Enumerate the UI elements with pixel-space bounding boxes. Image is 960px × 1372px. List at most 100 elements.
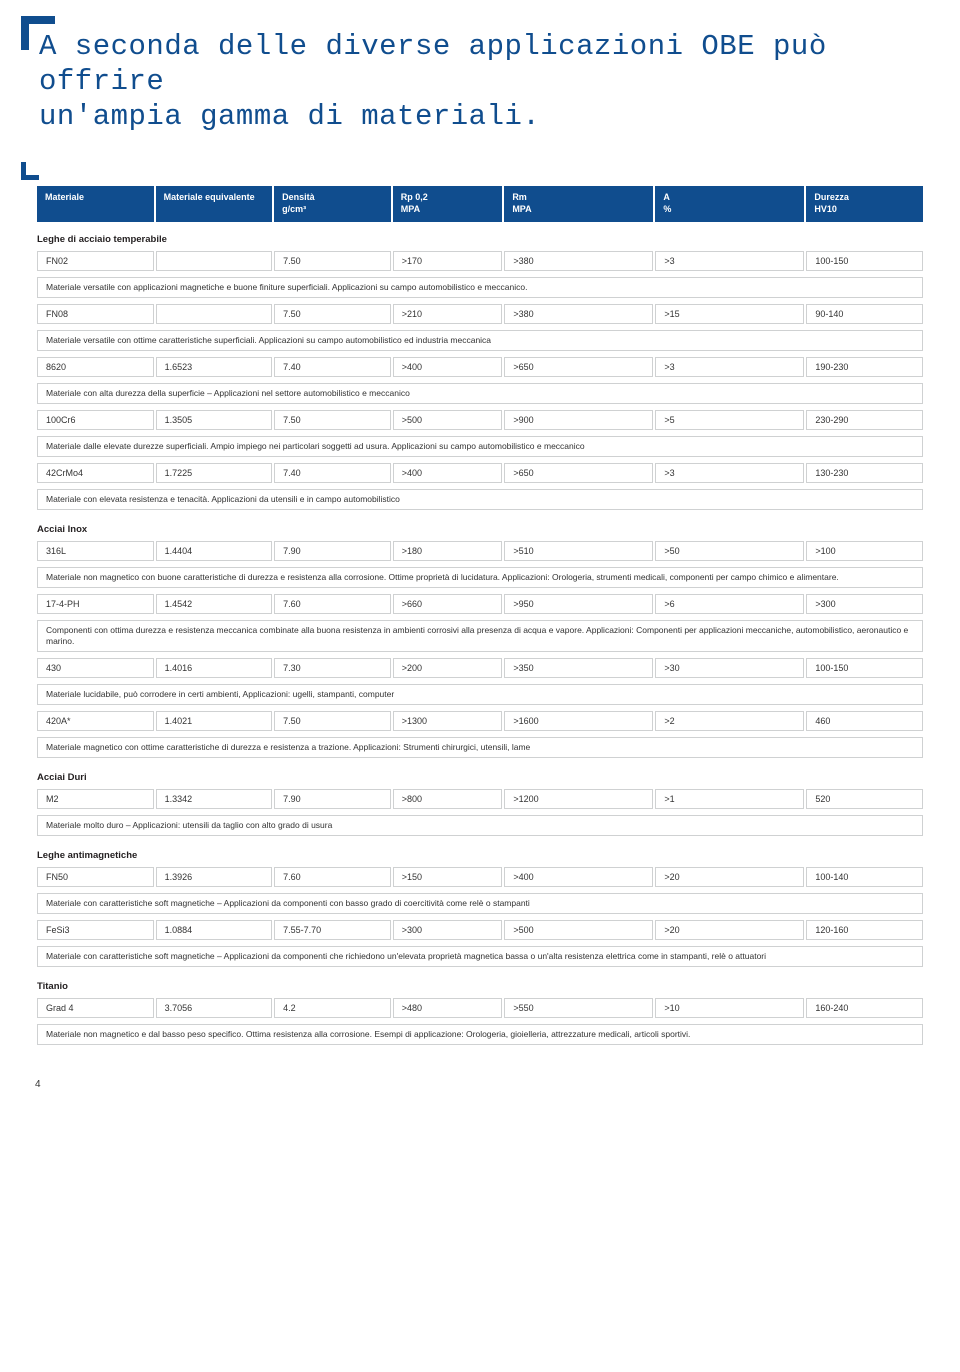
table-cell: 160-240	[806, 998, 923, 1018]
table-cell: >20	[655, 867, 804, 887]
table-cell: 7.90	[274, 541, 391, 561]
table-cell: 1.0884	[156, 920, 273, 940]
description-row: Materiale non magnetico e dal basso peso…	[37, 1024, 923, 1045]
data-table: Materiale molto duro – Applicazioni: ute…	[35, 813, 925, 838]
table-cell: M2	[37, 789, 154, 809]
table-cell: >30	[655, 658, 804, 678]
table-row: 4301.40167.30>200>350>30100-150	[37, 658, 923, 678]
table-cell: FN50	[37, 867, 154, 887]
description-cell: Componenti con ottima durezza e resisten…	[37, 620, 923, 652]
table-cell: >800	[393, 789, 503, 809]
column-header-table: MaterialeMateriale equivalenteDensitàg/c…	[35, 184, 925, 223]
title-line2: un'ampia gamma di materiali.	[39, 100, 540, 133]
data-table: 316L1.44047.90>180>510>50>100	[35, 539, 925, 563]
table-cell	[156, 304, 273, 324]
column-header: Densitàg/cm³	[274, 186, 391, 221]
description-row: Materiale versatile con ottime caratteri…	[37, 330, 923, 351]
table-cell: >1	[655, 789, 804, 809]
column-header: RmMPA	[504, 186, 653, 221]
table-cell: 1.6523	[156, 357, 273, 377]
table-cell: FN08	[37, 304, 154, 324]
data-table: Materiale non magnetico con buone caratt…	[35, 565, 925, 590]
data-table: 100Cr61.35057.50>500>900>5230-290	[35, 408, 925, 432]
table-cell: 1.3926	[156, 867, 273, 887]
table-cell: >10	[655, 998, 804, 1018]
table-row: 316L1.44047.90>180>510>50>100	[37, 541, 923, 561]
table-cell: FeSi3	[37, 920, 154, 940]
table-cell: 7.50	[274, 251, 391, 271]
column-header: Materiale equivalente	[156, 186, 273, 221]
page-number: 4	[35, 1079, 925, 1090]
table-cell: 7.50	[274, 304, 391, 324]
description-row: Materiale versatile con applicazioni mag…	[37, 277, 923, 298]
section-title: Leghe antimagnetiche	[35, 840, 925, 865]
table-cell: >500	[504, 920, 653, 940]
data-table: FeSi31.08847.55-7.70>300>500>20120-160	[35, 918, 925, 942]
corner-bracket-bl	[21, 162, 39, 180]
data-table: Materiale versatile con applicazioni mag…	[35, 275, 925, 300]
table-cell: >2	[655, 711, 804, 731]
table-cell: >3	[655, 357, 804, 377]
table-cell: >170	[393, 251, 503, 271]
section-title: Leghe di acciaio temperabile	[35, 224, 925, 249]
table-cell: 1.4542	[156, 594, 273, 614]
table-row: 100Cr61.35057.50>500>900>5230-290	[37, 410, 923, 430]
table-row: 86201.65237.40>400>650>3190-230	[37, 357, 923, 377]
data-table: Materiale con caratteristiche soft magne…	[35, 944, 925, 969]
table-cell: 7.30	[274, 658, 391, 678]
page-title: A seconda delle diverse applicazioni OBE…	[35, 30, 925, 134]
table-cell: 1.7225	[156, 463, 273, 483]
description-cell: Materiale magnetico con ottime caratteri…	[37, 737, 923, 758]
table-cell: FN02	[37, 251, 154, 271]
table-cell: >3	[655, 251, 804, 271]
data-table: Materiale versatile con ottime caratteri…	[35, 328, 925, 353]
table-cell: >300	[806, 594, 923, 614]
table-cell: 90-140	[806, 304, 923, 324]
table-cell: 7.40	[274, 357, 391, 377]
section-title: Titanio	[35, 971, 925, 996]
table-cell: >1200	[504, 789, 653, 809]
table-cell: 42CrMo4	[37, 463, 154, 483]
table-cell: 100Cr6	[37, 410, 154, 430]
table-cell: 7.60	[274, 867, 391, 887]
column-header: A%	[655, 186, 804, 221]
table-cell: 7.50	[274, 410, 391, 430]
table-cell: 100-150	[806, 251, 923, 271]
table-cell: 100-150	[806, 658, 923, 678]
table-cell: Grad 4	[37, 998, 154, 1018]
data-table: Materiale dalle elevate durezze superfic…	[35, 434, 925, 459]
table-cell: 420A*	[37, 711, 154, 731]
column-header: Rp 0,2MPA	[393, 186, 503, 221]
table-cell: >660	[393, 594, 503, 614]
table-cell: 130-230	[806, 463, 923, 483]
table-cell: >50	[655, 541, 804, 561]
table-cell: >210	[393, 304, 503, 324]
table-cell: >100	[806, 541, 923, 561]
data-table: 420A*1.40217.50>1300>1600>2460	[35, 709, 925, 733]
table-cell: >350	[504, 658, 653, 678]
table-cell: 1.3342	[156, 789, 273, 809]
table-cell: 460	[806, 711, 923, 731]
description-row: Materiale con caratteristiche soft magne…	[37, 893, 923, 914]
table-cell: 7.55-7.70	[274, 920, 391, 940]
description-cell: Materiale versatile con ottime caratteri…	[37, 330, 923, 351]
table-cell: >380	[504, 251, 653, 271]
table-row: FN501.39267.60>150>400>20100-140	[37, 867, 923, 887]
table-row: FN02 7.50>170>380>3100-150	[37, 251, 923, 271]
table-cell: >200	[393, 658, 503, 678]
description-row: Materiale con caratteristiche soft magne…	[37, 946, 923, 967]
description-cell: Materiale con caratteristiche soft magne…	[37, 893, 923, 914]
description-row: Materiale molto duro – Applicazioni: ute…	[37, 815, 923, 836]
table-cell: >650	[504, 357, 653, 377]
data-table: Grad 43.70564.2>480>550>10160-240	[35, 996, 925, 1020]
table-cell: 100-140	[806, 867, 923, 887]
data-table: FN02 7.50>170>380>3100-150	[35, 249, 925, 273]
table-cell: 7.90	[274, 789, 391, 809]
table-cell: 8620	[37, 357, 154, 377]
table-cell: >480	[393, 998, 503, 1018]
table-cell: 190-230	[806, 357, 923, 377]
table-cell: >650	[504, 463, 653, 483]
table-cell	[156, 251, 273, 271]
section-title: Acciai Inox	[35, 514, 925, 539]
table-cell: 1.4021	[156, 711, 273, 731]
